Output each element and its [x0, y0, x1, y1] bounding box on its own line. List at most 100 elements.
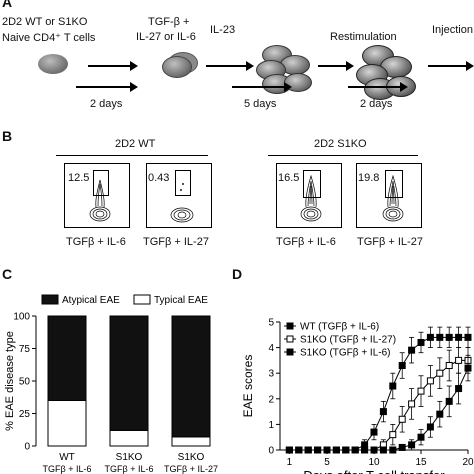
x-tick-label: 20 — [462, 457, 474, 468]
facs-plot-ko-il27 — [356, 163, 422, 228]
data-point — [361, 446, 369, 454]
legend-label: S1KO (TGFβ + IL-6) — [300, 348, 391, 359]
wt-group-title: 2D2 WT — [115, 138, 156, 150]
data-point — [389, 431, 397, 439]
data-point — [436, 410, 444, 418]
legend-label-typical: Typical EAE — [154, 295, 208, 306]
panel-d-label: D — [232, 266, 243, 282]
cultured-cell-front — [162, 56, 192, 78]
data-point — [398, 415, 406, 423]
data-point — [285, 446, 293, 454]
day-label-1: 2 days — [90, 98, 123, 110]
wt-group-line — [56, 155, 208, 156]
facs-pct-wt-il6: 12.5 — [68, 172, 90, 184]
step-arrow-3 — [318, 61, 354, 71]
data-point — [342, 446, 350, 454]
bar-typical — [109, 429, 149, 447]
step-arrow-1 — [88, 61, 138, 71]
x-tick-label: 1 — [287, 457, 293, 468]
category-sublabel: TGFβ + IL-6 — [105, 464, 154, 474]
cells-text-line1: 2D2 WT or S1KO — [2, 16, 88, 28]
y-axis-label: % EAE disease type — [4, 331, 16, 431]
eae-score-chart: 01234515101520Days after T cell transfer… — [241, 318, 474, 474]
y-tick-label: 50 — [19, 377, 31, 388]
ko-group-line — [268, 155, 418, 156]
y-tick-label: 4 — [268, 343, 274, 354]
y-axis-label: EAE scores — [241, 355, 255, 418]
y-tick-label: 25 — [19, 409, 31, 420]
facs-plot-wt-il27 — [146, 163, 212, 228]
timeline-arrow-3 — [348, 82, 408, 92]
data-point — [389, 446, 397, 454]
x-tick-label: 15 — [415, 457, 427, 468]
data-point — [417, 433, 425, 441]
panel-a-label: A — [2, 0, 13, 10]
timeline-arrow-2 — [232, 82, 292, 92]
injection-text: Injection — [432, 24, 473, 36]
y-tick-label: 3 — [268, 369, 274, 380]
bar-typical — [47, 400, 87, 447]
data-point — [464, 364, 472, 372]
facs-pct-wt-il27: 0.43 — [148, 172, 170, 184]
legend-marker — [286, 348, 294, 356]
naive-cell — [38, 54, 68, 74]
data-point — [379, 446, 387, 454]
data-point — [398, 443, 406, 451]
data-point — [445, 333, 453, 341]
step-arrow-2 — [206, 61, 254, 71]
y-tick-label: 0 — [268, 446, 274, 457]
legend-label: S1KO (TGFβ + IL-27) — [300, 335, 396, 346]
legend-marker — [286, 335, 294, 343]
bar-atypical — [109, 315, 149, 431]
eae-disease-type-chart: Atypical EAE Typical EAE 0 25 50 75 100 % EAE d… — [4, 294, 218, 474]
data-point — [351, 446, 359, 454]
culture-text-line2: IL-27 or IL-6 — [136, 31, 196, 43]
day-label-3: 2 days — [360, 98, 393, 110]
facs-gate — [175, 170, 191, 196]
data-point — [295, 446, 303, 454]
cells-text-line2: Naive CD4⁺ T cells — [2, 32, 96, 44]
bar-atypical — [47, 315, 87, 401]
ko-group-title: 2D2 S1KO — [314, 138, 367, 150]
data-point — [426, 423, 434, 431]
il23-text: IL-23 — [210, 24, 236, 36]
y-tick-label: 1 — [268, 420, 274, 431]
data-point — [417, 338, 425, 346]
category-sublabel: TGFβ + IL-6 — [43, 464, 92, 474]
data-point — [314, 446, 322, 454]
data-point — [436, 369, 444, 377]
facs-condition-wt-il6: TGFβ + IL-6 — [66, 236, 126, 248]
data-point — [370, 446, 378, 454]
category-label: S1KO — [178, 452, 205, 463]
y-tick-label: 100 — [13, 312, 30, 323]
facs-gate — [93, 170, 109, 196]
restimulation-text: Restimulation — [330, 31, 397, 43]
data-point — [389, 382, 397, 390]
facs-condition-wt-il27: TGFβ + IL-27 — [143, 236, 209, 248]
y-tick-label: 5 — [268, 318, 274, 329]
category-label: S1KO — [116, 452, 143, 463]
y-tick-label: 2 — [268, 394, 274, 405]
facs-condition-ko-il27: TGFβ + IL-27 — [357, 236, 423, 248]
legend-swatch-atypical — [41, 294, 59, 305]
data-point — [436, 333, 444, 341]
data-point — [370, 428, 378, 436]
x-axis-label: Days after T cell transfer — [303, 468, 445, 474]
data-point — [408, 441, 416, 449]
data-point — [323, 446, 331, 454]
category-label: WT — [59, 452, 75, 463]
legend-marker — [286, 322, 294, 330]
facs-pct-ko-il6: 16.5 — [278, 172, 300, 184]
data-point — [445, 362, 453, 370]
data-point — [455, 385, 463, 393]
panel-c-label: C — [2, 266, 13, 282]
data-point — [408, 346, 416, 354]
timeline-arrow-1 — [76, 82, 138, 92]
day-label-2: 5 days — [244, 98, 277, 110]
bar-typical — [171, 436, 211, 447]
culture-text-line1: TGF-β + — [148, 16, 190, 28]
legend-label: WT (TGFβ + IL-6) — [300, 322, 379, 333]
data-point — [398, 362, 406, 370]
data-point — [332, 446, 340, 454]
y-tick-label: 75 — [19, 344, 31, 355]
